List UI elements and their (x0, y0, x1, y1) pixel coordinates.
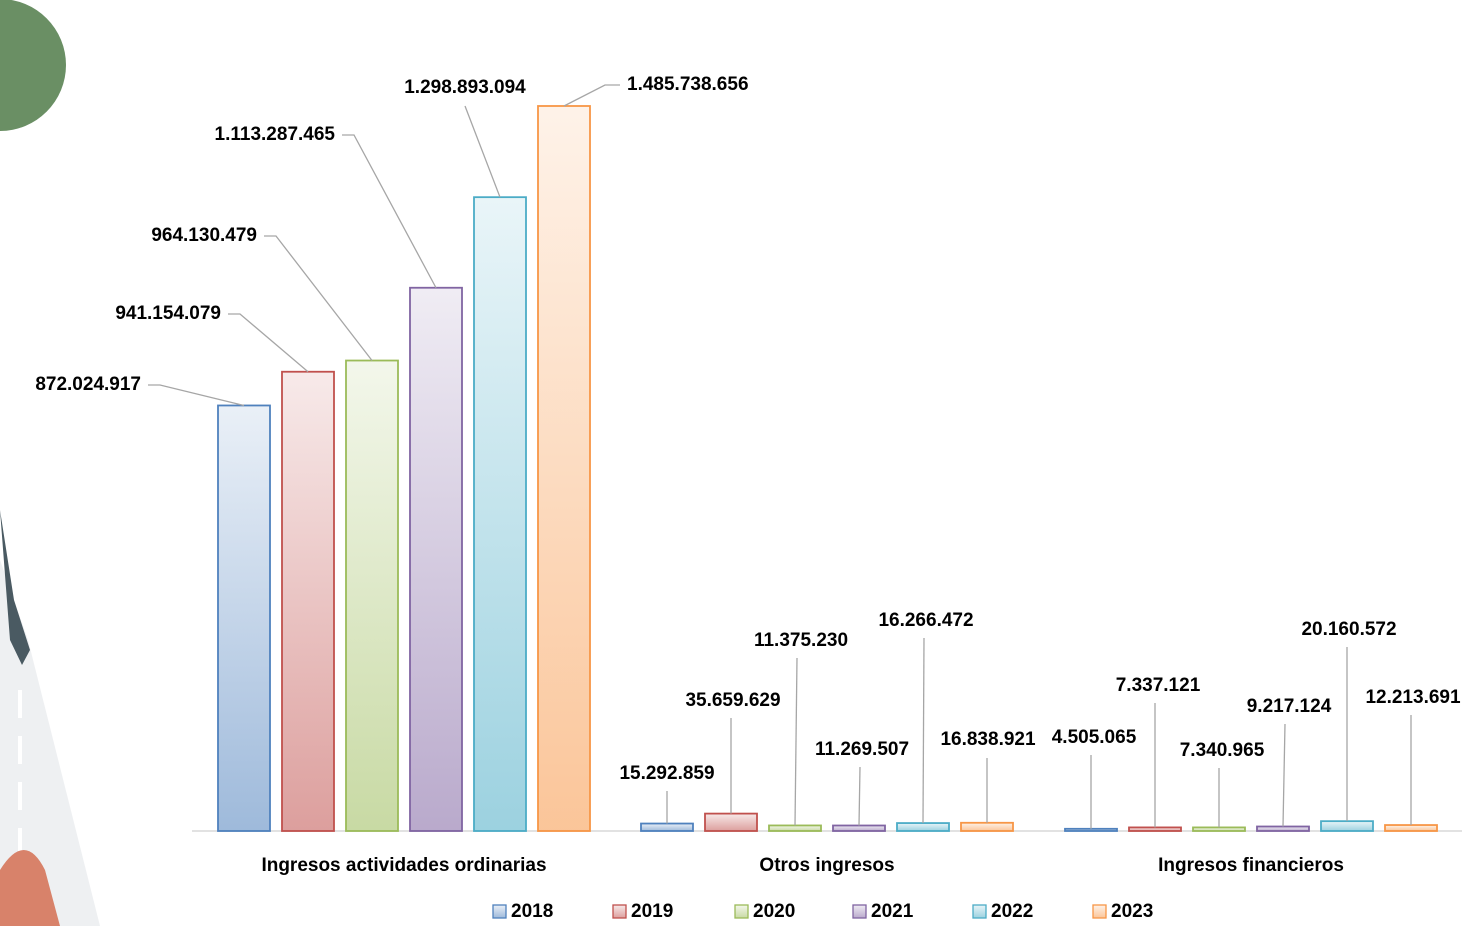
bar (345, 359, 399, 832)
data-label: 9.217.124 (1247, 696, 1332, 717)
bar (537, 105, 591, 832)
leader-line (264, 235, 373, 361)
bar (960, 821, 1014, 832)
bar (832, 824, 886, 832)
leader-line (858, 766, 861, 826)
data-label: 4.505.065 (1052, 727, 1137, 748)
data-label: 11.375.230 (754, 630, 848, 651)
legend-swatch (1092, 904, 1107, 919)
legend-label: 2021 (871, 901, 914, 922)
data-label: 16.266.472 (878, 610, 973, 631)
leader-line (1282, 723, 1286, 827)
legend-label: 2019 (631, 901, 673, 922)
bar (1384, 824, 1438, 832)
bar (281, 370, 335, 832)
data-label: 1.298.893.094 (404, 77, 526, 98)
leader-line (563, 84, 620, 107)
bar (1064, 827, 1118, 832)
legend-swatch (492, 904, 507, 919)
decor-pin (0, 510, 30, 665)
data-label: 1.113.287.465 (215, 124, 336, 145)
legend-swatch (972, 904, 987, 919)
leader-line (342, 134, 437, 289)
data-label: 15.292.859 (619, 763, 714, 784)
bar (1320, 820, 1374, 832)
data-label: 964.130.479 (151, 225, 257, 246)
bar (409, 286, 463, 832)
data-label: 872.024.917 (35, 374, 141, 395)
leader-line (464, 105, 501, 198)
bar (217, 404, 271, 832)
data-label: 941.154.079 (115, 303, 221, 324)
bar (640, 822, 694, 832)
legend-swatch (734, 904, 749, 919)
data-label: 7.340.965 (1180, 740, 1265, 761)
decor-shape (0, 850, 60, 926)
legend-label: 2023 (1111, 901, 1153, 922)
leader-line (228, 313, 309, 373)
data-label: 1.485.738.656 (627, 74, 749, 95)
data-label: 7.337.121 (1116, 675, 1201, 696)
legend-label: 2020 (753, 901, 795, 922)
leader-line (922, 637, 925, 824)
data-label: 20.160.572 (1301, 619, 1396, 640)
legend-swatch (612, 904, 627, 919)
data-label: 16.838.921 (940, 729, 1036, 750)
legend-label: 2022 (991, 901, 1033, 922)
decor-circle (0, 0, 66, 131)
legend-label: 2018 (511, 901, 553, 922)
bar (768, 824, 822, 832)
bar (473, 196, 527, 832)
leader-line (148, 384, 245, 407)
data-label: 35.659.629 (685, 690, 780, 711)
bar (1256, 825, 1310, 832)
bar (1192, 826, 1246, 832)
legend-swatch (852, 904, 867, 919)
bar (704, 812, 758, 832)
leader-line (794, 657, 798, 826)
x-tick-label: Ingresos financieros (1158, 855, 1344, 876)
x-tick-label: Ingresos actividades ordinarias (261, 855, 546, 876)
data-label: 11.269.507 (815, 739, 909, 760)
bar (896, 822, 950, 832)
x-tick-label: Otros ingresos (759, 855, 894, 876)
data-label: 12.213.691 (1365, 687, 1461, 708)
bar (1128, 826, 1182, 832)
